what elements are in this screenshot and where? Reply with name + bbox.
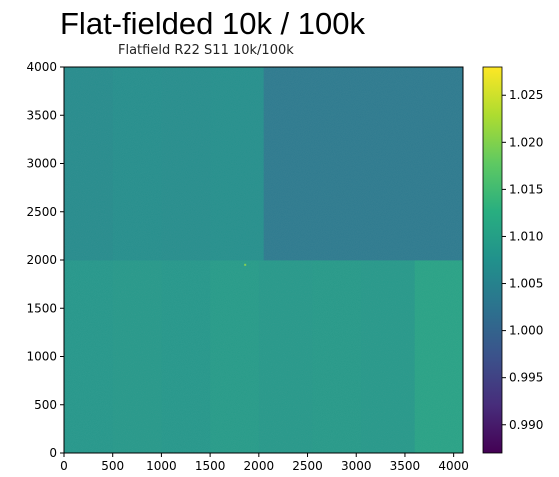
chart-title: Flatfield R22 S11 10k/100k: [118, 43, 294, 58]
y-tick-label: 4000: [26, 60, 57, 74]
colorbar-tick-label: 0.990: [509, 418, 543, 432]
colorbar-tick-label: 1.000: [509, 324, 543, 338]
x-tick-label: 0: [60, 459, 68, 473]
colorbar-tick-label: 1.025: [509, 88, 543, 102]
slide-title: Flat-fielded 10k / 100k: [60, 6, 366, 41]
x-tick-label: 3000: [341, 459, 372, 473]
colorbar-tick-label: 1.005: [509, 277, 543, 291]
y-tick-label: 1000: [26, 350, 57, 364]
noise-overlay: [64, 67, 463, 453]
y-tick-label: 1500: [26, 301, 57, 315]
colorbar-gradient: [482, 66, 503, 454]
y-tick-label: 3000: [26, 157, 57, 171]
colorbar-tick-label: 1.010: [509, 229, 543, 243]
x-tick-label: 2000: [244, 459, 275, 473]
y-tick-label: 0: [49, 446, 57, 460]
x-tick-label: 2500: [292, 459, 323, 473]
x-tick-label: 1500: [195, 459, 226, 473]
colorbar-tick-label: 0.995: [509, 371, 543, 385]
x-tick-label: 4000: [438, 459, 469, 473]
y-tick-label: 3500: [26, 108, 57, 122]
colorbar: 0.990 0.995 1.000 1.005 1.010 1.015 1.020 1.025: [482, 66, 543, 454]
colorbar-tick-label: 1.020: [509, 135, 543, 149]
axes: 0 500 1000 1500 2000 2500 3000 3500 4000 0 500 1000…: [26, 60, 468, 473]
x-tick-label: 500: [101, 459, 124, 473]
y-tick-label: 2500: [26, 205, 57, 219]
colorbar-tick-label: 1.015: [509, 182, 543, 196]
x-tick-label: 3500: [390, 459, 421, 473]
x-tick-label: 1000: [146, 459, 177, 473]
y-tick-label: 500: [34, 398, 57, 412]
y-tick-label: 2000: [26, 253, 57, 267]
